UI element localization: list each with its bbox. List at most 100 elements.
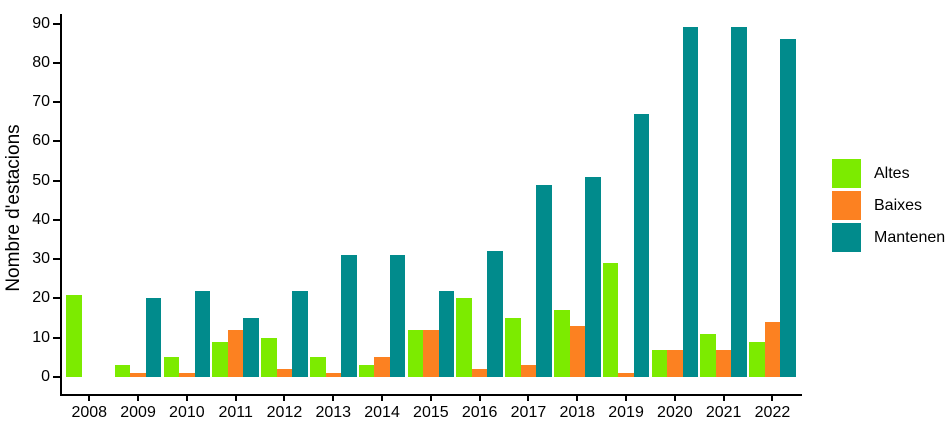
legend-label: Altes	[874, 164, 910, 182]
y-tick-label: 70	[32, 93, 50, 111]
x-tick-label: 2015	[413, 404, 449, 421]
bar-mantenen-2018	[585, 176, 601, 377]
y-tick-label: 30	[32, 250, 50, 268]
x-axis-line	[60, 394, 802, 396]
x-tick-label: 2011	[218, 404, 253, 421]
y-tick-label: 80	[32, 53, 50, 71]
bar-altes-2012	[261, 337, 277, 377]
x-tick-mark	[576, 396, 579, 401]
legend: Altes Baixes Mantenen	[832, 159, 945, 255]
bar-altes-2015	[407, 329, 424, 377]
bar-mantenen-2019	[633, 113, 650, 377]
x-tick-mark	[722, 396, 725, 401]
bar-baixes-2009	[130, 373, 146, 377]
bar-baixes-2015	[423, 329, 439, 377]
y-tick-label: 60	[32, 132, 50, 150]
bar-baixes-2021	[715, 349, 732, 377]
y-tick-label: 40	[32, 210, 50, 228]
bar-baixes-2019	[618, 373, 634, 377]
bar-altes-2011	[212, 341, 228, 377]
bar-mantenen-2012	[292, 290, 308, 377]
x-tick-mark	[527, 396, 530, 401]
x-tick-label: 2020	[657, 404, 693, 421]
y-tick-mark	[53, 140, 60, 143]
bar-mantenen-2017	[536, 184, 552, 377]
x-tick-mark	[332, 396, 335, 401]
x-tick-mark	[88, 396, 91, 401]
bar-altes-2014	[358, 365, 375, 377]
bar-baixes-2013	[325, 373, 341, 377]
bar-baixes-2016	[471, 369, 488, 377]
y-tick-mark	[53, 297, 60, 300]
bar-mantenen-2016	[487, 251, 503, 377]
legend-item-baixes: Baixes	[832, 191, 945, 220]
bar-baixes-2020	[667, 349, 683, 377]
y-tick-mark	[53, 61, 60, 64]
bar-altes-2020	[651, 349, 668, 377]
y-axis-line	[60, 14, 62, 396]
x-tick-label: 2017	[510, 404, 547, 421]
x-tick-label: 2010	[169, 404, 205, 421]
bar-mantenen-2015	[438, 290, 455, 377]
x-tick-label: 2013	[315, 404, 352, 421]
x-tick-label: 2019	[608, 404, 644, 421]
y-tick-mark	[53, 179, 60, 182]
legend-label: Mantenen	[874, 228, 946, 246]
y-tick-label: 90	[32, 14, 50, 32]
legend-item-mantenen: Mantenen	[832, 223, 945, 252]
bar-altes-2021	[700, 333, 716, 377]
bar-baixes-2018	[569, 325, 585, 377]
x-tick-label: 2012	[266, 404, 303, 421]
bar-baixes-2010	[179, 373, 195, 377]
x-tick-mark	[185, 396, 188, 401]
bar-mantenen-2020	[682, 27, 699, 377]
bar-baixes-2017	[520, 365, 537, 377]
bar-altes-2019	[602, 263, 619, 377]
x-tick-label: 2009	[120, 404, 156, 421]
legend-swatch-baixes	[832, 191, 861, 220]
x-tick-mark	[283, 396, 286, 401]
y-tick-label: 10	[32, 328, 50, 346]
bar-altes-2016	[456, 298, 472, 377]
x-tick-mark	[771, 396, 774, 401]
y-tick-label: 0	[41, 368, 50, 385]
bar-mantenen-2011	[243, 318, 259, 377]
bar-mantenen-2009	[145, 298, 162, 377]
x-tick-label: 2016	[461, 404, 498, 421]
x-tick-label: 2008	[71, 404, 108, 421]
legend-item-altes: Altes	[832, 159, 945, 188]
bar-altes-2018	[554, 310, 570, 377]
bar-mantenen-2014	[389, 255, 406, 377]
bar-mantenen-2022	[780, 39, 796, 377]
bar-baixes-2011	[227, 329, 244, 377]
x-tick-mark	[625, 396, 628, 401]
bar-altes-2008	[66, 294, 82, 377]
x-tick-mark	[478, 396, 481, 401]
bar-altes-2010	[163, 357, 180, 377]
x-tick-mark	[673, 396, 676, 401]
x-tick-label: 2022	[754, 404, 791, 421]
bar-baixes-2014	[374, 357, 390, 377]
legend-label: Baixes	[874, 196, 923, 214]
x-tick-mark	[429, 396, 432, 401]
x-tick-mark	[381, 396, 384, 401]
y-tick-label: 50	[32, 171, 50, 189]
bar-baixes-2012	[276, 369, 293, 377]
y-tick-mark	[53, 336, 60, 339]
bar-altes-2022	[749, 341, 765, 377]
y-tick-mark	[53, 22, 60, 25]
x-tick-mark	[137, 396, 140, 401]
y-tick-label: 20	[32, 289, 50, 307]
x-tick-label: 2018	[559, 404, 596, 421]
bar-altes-2017	[505, 318, 521, 377]
bar-mantenen-2021	[731, 27, 747, 377]
y-tick-mark	[53, 218, 60, 221]
legend-swatch-altes	[832, 159, 861, 188]
x-tick-label: 2021	[705, 404, 742, 421]
legend-swatch-mantenen	[832, 223, 861, 252]
bar-mantenen-2010	[194, 290, 211, 377]
y-tick-mark	[53, 101, 60, 104]
bar-mantenen-2013	[341, 255, 357, 377]
